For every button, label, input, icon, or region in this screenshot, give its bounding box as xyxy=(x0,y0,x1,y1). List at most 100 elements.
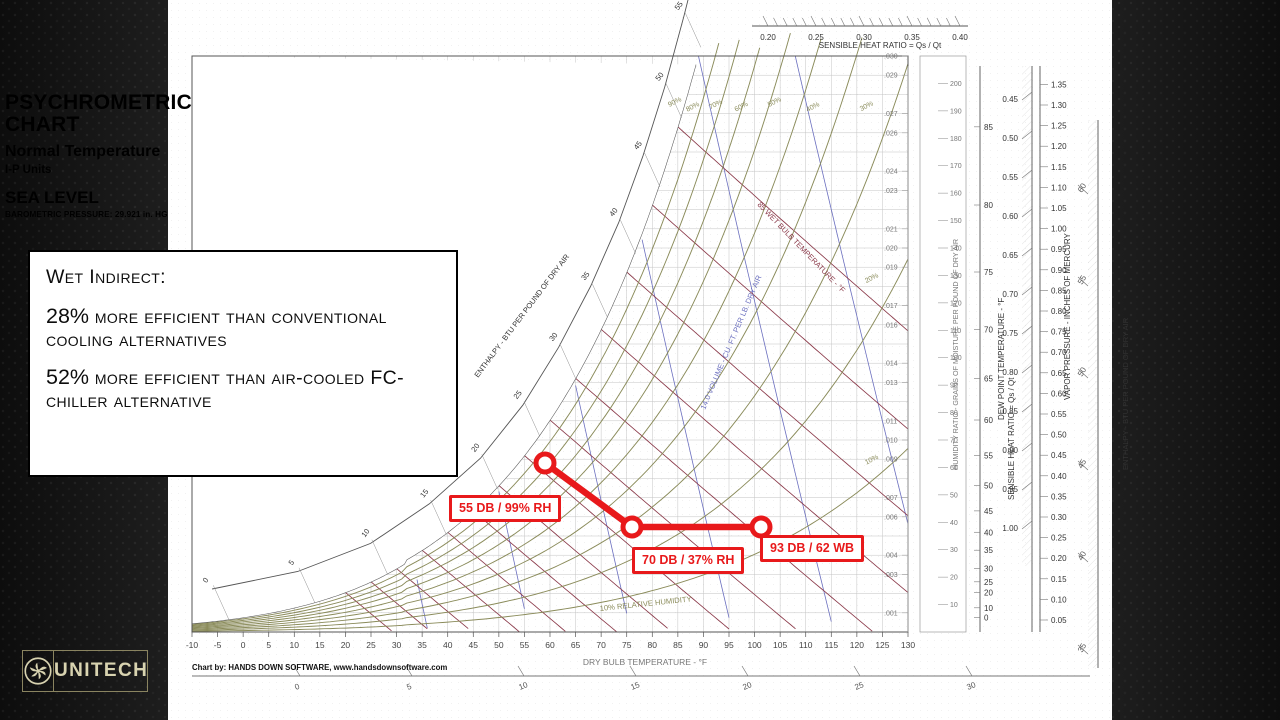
svg-text:70: 70 xyxy=(950,438,958,445)
svg-text:130: 130 xyxy=(901,640,915,650)
wet-bulb-family-label: 85 WET BULB TEMPERATURE - °F xyxy=(756,200,848,295)
chart-credit: Chart by: HANDS DOWN SOFTWARE, www.hands… xyxy=(192,663,447,672)
svg-text:60: 60 xyxy=(545,640,555,650)
state-point-label-2[interactable]: 70 DB / 37% RH xyxy=(632,547,745,574)
enthalpy-scale-right: 35 40 45 50 55 60 ENTHALPY - BTU PER POUND OF… xyxy=(1076,120,1130,668)
svg-text:50: 50 xyxy=(494,640,504,650)
svg-text:0.90: 0.90 xyxy=(1002,446,1018,455)
callout-stat-1-value: 28% xyxy=(46,303,90,328)
svg-text:0.15: 0.15 xyxy=(1051,575,1067,584)
svg-text:1.35: 1.35 xyxy=(1051,80,1067,89)
svg-text:190: 190 xyxy=(950,108,962,115)
state-point-label-1[interactable]: 55 DB / 99% RH xyxy=(449,495,562,522)
svg-text:0.35: 0.35 xyxy=(1051,492,1067,501)
svg-text:0.70: 0.70 xyxy=(1051,348,1067,357)
svg-text:1.10: 1.10 xyxy=(1051,183,1067,192)
x-axis-dry-bulb: -10 -5 0 5 10 15 20 25 30 35 40 45 50 55 60 65 70 75 80 85 9… xyxy=(186,631,915,667)
title-pressure: BAROMETRIC PRESSURE: 29.921 in. HG xyxy=(5,209,168,219)
relative-humidity-curves xyxy=(191,32,909,632)
state-point-label-3[interactable]: 93 DB / 62 WB xyxy=(760,535,865,562)
svg-text:20: 20 xyxy=(341,640,351,650)
svg-text:20%: 20% xyxy=(864,272,880,285)
title-units: I-P Units xyxy=(5,163,52,176)
title-line-1: PSYCHROMETRIC xyxy=(5,91,192,114)
enthalpy-right-title: ENTHALPY - BTU PER POUND OF DRY AIR xyxy=(1121,317,1130,470)
process-line[interactable] xyxy=(533,451,773,539)
svg-text:60%: 60% xyxy=(734,101,750,114)
svg-text:0.90: 0.90 xyxy=(1051,266,1067,275)
svg-text:0.20: 0.20 xyxy=(760,33,776,42)
svg-text:0.50: 0.50 xyxy=(1051,431,1067,440)
svg-text:75: 75 xyxy=(984,268,993,277)
svg-text:65: 65 xyxy=(984,374,993,383)
shr-top-title: SENSIBLE HEAT RATIO = Qs / Qt xyxy=(819,41,942,50)
svg-text:0.95: 0.95 xyxy=(1002,485,1018,494)
svg-text:50: 50 xyxy=(984,482,993,491)
svg-text:0.70: 0.70 xyxy=(1002,290,1018,299)
svg-text:.013: .013 xyxy=(884,380,898,387)
svg-text:0: 0 xyxy=(201,576,211,585)
svg-text:0.50: 0.50 xyxy=(1002,134,1018,143)
svg-text:20: 20 xyxy=(950,575,958,582)
svg-text:0.85: 0.85 xyxy=(1002,407,1018,416)
svg-text:.023: .023 xyxy=(884,188,898,195)
state-point-marker-3[interactable] xyxy=(749,515,773,539)
svg-text:50: 50 xyxy=(1076,365,1089,378)
svg-text:.011: .011 xyxy=(884,418,897,425)
svg-text:40: 40 xyxy=(950,520,958,527)
shr-right-title: SENSIBLE HEAT RATIO = Qs / Qt xyxy=(1007,377,1016,500)
svg-text:55: 55 xyxy=(1076,273,1089,286)
svg-text:30: 30 xyxy=(392,640,402,650)
svg-text:85: 85 xyxy=(673,640,683,650)
svg-text:170: 170 xyxy=(950,163,962,170)
svg-text:0.45: 0.45 xyxy=(1002,95,1018,104)
enthalpy-scale-bottom: 0 5 10 15 20 25 30 xyxy=(192,665,1090,692)
title-elevation: SEA LEVEL xyxy=(5,187,99,207)
chart-title-block: PSYCHROMETRIC CHART Normal Temperature I… xyxy=(5,92,192,219)
svg-text:140: 140 xyxy=(950,246,962,253)
svg-text:160: 160 xyxy=(950,191,962,198)
unitech-logo[interactable]: UNITECH xyxy=(22,650,148,692)
svg-text:30: 30 xyxy=(950,547,958,554)
svg-text:0.05: 0.05 xyxy=(1051,616,1067,625)
svg-text:0.35: 0.35 xyxy=(904,33,920,42)
x-axis-title: DRY BULB TEMPERATURE - °F xyxy=(583,657,707,667)
svg-text:85: 85 xyxy=(984,123,993,132)
svg-text:35: 35 xyxy=(417,640,427,650)
svg-text:110: 110 xyxy=(950,328,961,335)
svg-text:10: 10 xyxy=(517,680,529,692)
svg-text:90: 90 xyxy=(950,383,958,390)
svg-text:0.30: 0.30 xyxy=(856,33,872,42)
fan-impeller-icon xyxy=(23,651,54,691)
svg-text:60: 60 xyxy=(950,465,958,472)
callout-stat-1-text: more efficient than conventional cooling… xyxy=(46,305,387,351)
state-point-marker-2[interactable] xyxy=(620,515,644,539)
svg-text:1.20: 1.20 xyxy=(1051,142,1067,151)
title-line-2: CHART xyxy=(5,112,80,136)
svg-text:1.00: 1.00 xyxy=(1051,225,1067,234)
svg-text:0.95: 0.95 xyxy=(1051,245,1067,254)
svg-text:0.10: 0.10 xyxy=(1051,595,1067,604)
callout-stat-2-text: more efficient than air-cooled FC-chille… xyxy=(46,366,405,412)
svg-text:.020: .020 xyxy=(884,246,898,253)
svg-text:105: 105 xyxy=(773,640,787,650)
svg-text:20: 20 xyxy=(984,588,993,597)
svg-text:80: 80 xyxy=(984,201,993,210)
title-subtitle: Normal Temperature xyxy=(5,142,161,160)
svg-text:110: 110 xyxy=(799,640,813,650)
svg-text:180: 180 xyxy=(950,136,962,143)
svg-text:0.60: 0.60 xyxy=(1051,389,1067,398)
svg-text:0.25: 0.25 xyxy=(1051,534,1067,543)
svg-text:.027: .027 xyxy=(884,111,898,118)
svg-text:20: 20 xyxy=(741,680,753,692)
state-point-marker-1[interactable] xyxy=(533,451,557,475)
svg-text:.010: .010 xyxy=(884,438,898,445)
svg-text:.024: .024 xyxy=(884,169,898,176)
grains-scale: 10 20 30 40 50 60 70 80 90 100 110 120 130 140 150 160 1… xyxy=(919,55,967,633)
grains-title: HUMIDITY RATIO - GRAINS OF MOISTURE PER … xyxy=(951,239,960,470)
svg-text:0.40: 0.40 xyxy=(952,33,968,42)
svg-text:0.45: 0.45 xyxy=(1051,451,1067,460)
volume-family-label: 14.0 VOLUME - CU. FT. PER LB. DRY AIR xyxy=(699,273,764,410)
vapor-pressure-scale: 0.05 0.10 0.15 0.20 0.25 0.30 0.35 0.40 0.45 0.50… xyxy=(1039,66,1072,632)
